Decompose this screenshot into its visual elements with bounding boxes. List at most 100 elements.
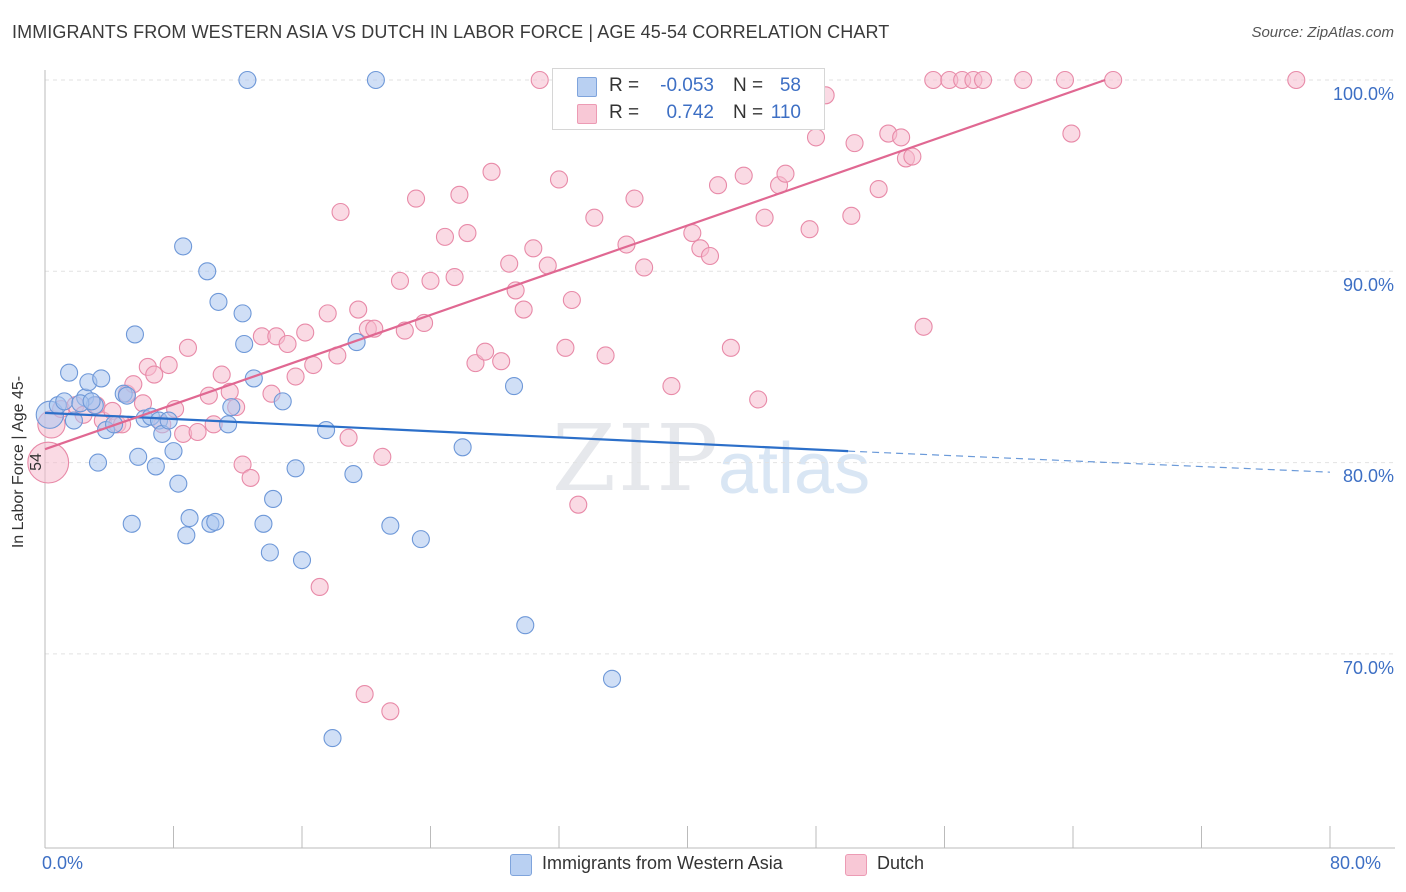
stats-row-dutch: R = 0.742 N = 110: [553, 102, 824, 126]
dutch-point: [188, 422, 207, 442]
legend-swatch-pink: [577, 104, 597, 124]
y-tick-label-70: 70.0%: [1342, 658, 1394, 678]
dutch-point: [800, 220, 819, 239]
western-asia-point: [164, 442, 183, 461]
western-asia-point: [317, 421, 336, 440]
dutch-point: [683, 223, 702, 243]
dutch-point: [390, 271, 410, 290]
dutch-point: [514, 300, 533, 319]
western-asia-point: [219, 415, 238, 434]
source-credit: Source: ZipAtlas.com: [1251, 24, 1394, 41]
n-value: 58: [779, 75, 801, 96]
dutch-point: [458, 223, 477, 243]
dutch-point: [892, 128, 911, 147]
dutch-point: [241, 468, 260, 487]
western-asia-point: [125, 325, 144, 344]
dutch-point: [549, 170, 569, 189]
dutch-point: [1055, 70, 1075, 90]
r-value: 0.742: [666, 102, 714, 123]
dutch-point: [1014, 70, 1033, 90]
dutch-point: [845, 134, 864, 153]
western-asia-point: [180, 509, 199, 528]
dutch-point: [476, 342, 495, 361]
dutch-point: [569, 495, 588, 514]
dutch-point: [500, 254, 519, 273]
dutch-point: [776, 164, 795, 183]
dutch-point: [842, 206, 861, 225]
stats-row-western-asia: R = -0.053 N = 58: [553, 75, 824, 99]
dutch-point: [708, 176, 728, 195]
dutch-point: [445, 267, 464, 287]
dutch-point: [734, 166, 753, 185]
dutch-point: [596, 346, 615, 365]
western-asia-point: [92, 369, 111, 388]
western-asia-point: [174, 237, 193, 256]
western-asia-point: [117, 386, 136, 405]
dutch-point: [924, 70, 943, 90]
western-asia-point: [88, 453, 108, 472]
dutch-point: [1062, 124, 1081, 143]
western-asia-point: [235, 334, 254, 354]
dutch-point: [373, 447, 392, 466]
western-asia-point: [254, 514, 273, 533]
western-asia-point: [344, 465, 363, 484]
dutch-point: [286, 367, 305, 386]
western-asia-point: [198, 262, 217, 281]
dutch-point: [585, 208, 604, 227]
western-asia-point: [286, 459, 305, 478]
stats-legend: R = -0.053 N = 58 R = 0.742 N = 110: [552, 68, 825, 130]
western-asia-point: [273, 392, 292, 411]
dutch-point: [159, 355, 178, 375]
dutch-trend-line: [44, 78, 1106, 451]
dutch-point: [806, 128, 826, 147]
dutch-point: [435, 227, 455, 246]
trend-lines: [44, 78, 1331, 473]
western-asia-point: [260, 543, 279, 562]
dutch-point: [331, 202, 350, 222]
western-asia-point: [222, 398, 241, 417]
dutch-point: [355, 685, 374, 704]
dutch-point: [524, 239, 543, 258]
western-asia-point: [516, 616, 535, 635]
dutch-point: [406, 189, 426, 208]
dutch-point: [145, 365, 164, 384]
watermark-zip: ZIP: [552, 405, 721, 512]
dutch-point: [450, 185, 469, 204]
western-asia-point: [504, 377, 524, 396]
n-label: N =: [733, 75, 764, 96]
dutch-point: [212, 365, 231, 384]
western-asia-point: [177, 526, 196, 545]
dutch-point: [482, 162, 501, 181]
western-asia-point: [122, 514, 141, 533]
dutch-point: [700, 246, 720, 266]
dutch-point: [310, 577, 329, 596]
n-value: 110: [770, 102, 801, 123]
western-asia-point: [60, 363, 79, 382]
western-asia-point: [381, 516, 400, 535]
western-asia-point: [206, 512, 225, 531]
dutch-point: [755, 208, 774, 227]
legend-swatch-blue: [510, 854, 532, 876]
legend-item-western-asia[interactable]: Immigrants from Western Asia: [510, 852, 820, 876]
western-asia-point: [82, 392, 101, 411]
western-asia-point: [264, 489, 283, 508]
western-asia-point: [238, 70, 257, 90]
western-asia-point: [233, 304, 252, 323]
western-asia-trend-extension: [848, 450, 1331, 473]
western-asia-point: [169, 474, 188, 493]
dutch-point: [421, 271, 440, 290]
western-asia-point: [209, 292, 228, 311]
dutch-point: [869, 179, 888, 199]
dutch-point: [903, 147, 922, 166]
dutch-point: [635, 258, 654, 277]
y-tick-label-80: 80.0%: [1342, 466, 1394, 486]
dutch-point: [27, 441, 70, 484]
legend-item-dutch[interactable]: Dutch: [845, 852, 945, 876]
western-asia-points: [35, 70, 761, 748]
western-asia-point: [146, 457, 165, 476]
dutch-point: [304, 355, 323, 375]
n-label: N =: [733, 102, 764, 123]
dutch-point: [296, 323, 315, 342]
dutch-point: [530, 70, 549, 90]
